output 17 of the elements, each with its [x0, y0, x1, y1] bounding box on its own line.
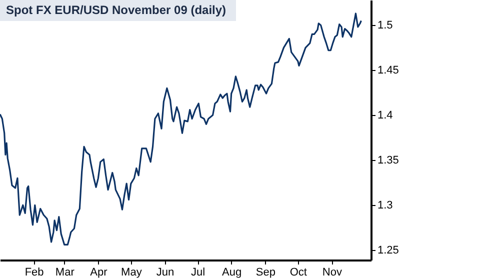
y-tick-label: 1.3 [378, 200, 393, 212]
x-tick-label: May [121, 266, 142, 278]
y-tick-label: 1.5 [378, 20, 393, 32]
chart-title: Spot FX EUR/USD November 09 (daily) [0, 0, 236, 21]
x-tick-label: Feb [24, 266, 44, 278]
x-tick-label: Sep [256, 266, 276, 278]
y-tick-label: 1.4 [378, 110, 393, 122]
x-tick-label: Nov [322, 266, 342, 278]
x-tick-label: Aug [222, 266, 242, 278]
y-tick-label: 1.35 [378, 154, 399, 167]
y-tick-label: 1.25 [378, 244, 399, 257]
x-tick-label: Apr [90, 266, 108, 278]
x-tick-label: Jun [156, 266, 174, 278]
y-tick-label: 1.45 [378, 64, 399, 77]
x-tick-label: Jul [190, 266, 206, 278]
x-tick-label: Mar [55, 266, 75, 278]
x-tick-label: Oct [290, 266, 307, 278]
